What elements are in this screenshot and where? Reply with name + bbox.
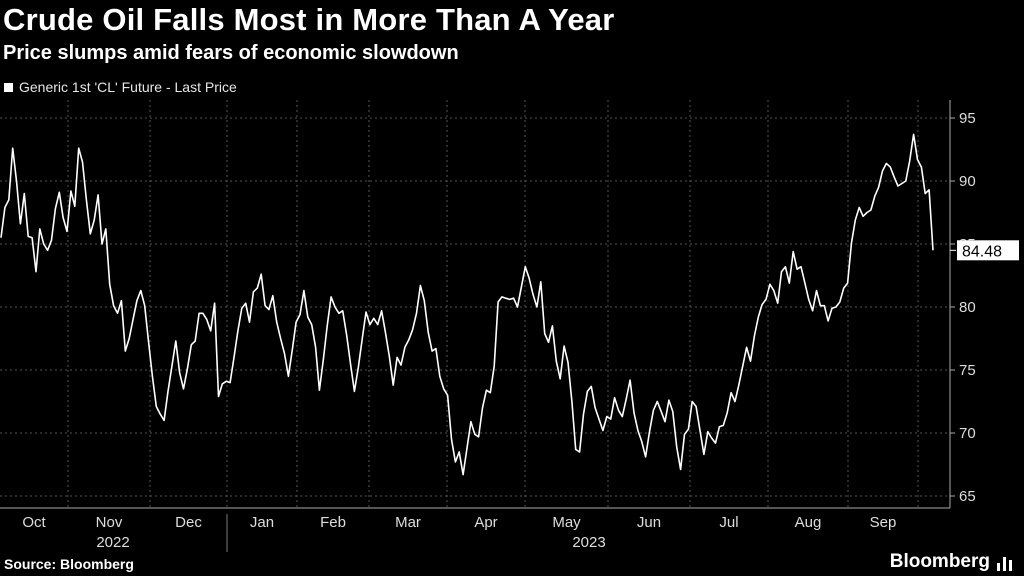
brand-logo: Bloomberg: [889, 551, 990, 572]
y-tick-label: 90: [959, 173, 976, 190]
price-series-line: [0, 133, 934, 476]
bloomberg-chart-icon: [997, 557, 1012, 571]
x-tick-label: Jan: [250, 514, 274, 531]
chart-title: Crude Oil Falls Most in More Than A Year: [3, 2, 615, 37]
x-tick-label: May: [552, 514, 581, 531]
x-tick-label: Oct: [22, 514, 46, 531]
legend-swatch: [4, 82, 13, 92]
last-value-badge: [957, 240, 1019, 261]
x-tick-label: Jul: [719, 514, 738, 531]
x-tick-label: Feb: [320, 514, 346, 531]
x-tick-label: Apr: [474, 514, 497, 531]
x-tick-label: Nov: [96, 514, 123, 531]
x-tick-label: Aug: [795, 514, 822, 531]
year-label: 2023: [572, 534, 605, 551]
last-value-label: 84.48: [962, 243, 1002, 260]
y-tick-label: 75: [959, 362, 976, 379]
year-label: 2022: [96, 534, 129, 551]
x-tick-label: Jun: [637, 514, 661, 531]
chart-subtitle: Price slumps amid fears of economic slow…: [3, 42, 459, 64]
y-tick-label: 65: [959, 488, 976, 505]
x-tick-label: Mar: [395, 514, 421, 531]
legend-label: Generic 1st 'CL' Future - Last Price: [19, 79, 237, 95]
y-tick-label: 70: [959, 425, 976, 442]
source-note: Source: Bloomberg: [4, 556, 134, 572]
x-tick-label: Dec: [175, 514, 202, 531]
x-tick-label: Sep: [870, 514, 897, 531]
legend: Generic 1st 'CL' Future - Last Price: [4, 78, 237, 96]
y-tick-label: 95: [959, 110, 976, 127]
y-tick-label: 80: [959, 299, 976, 316]
